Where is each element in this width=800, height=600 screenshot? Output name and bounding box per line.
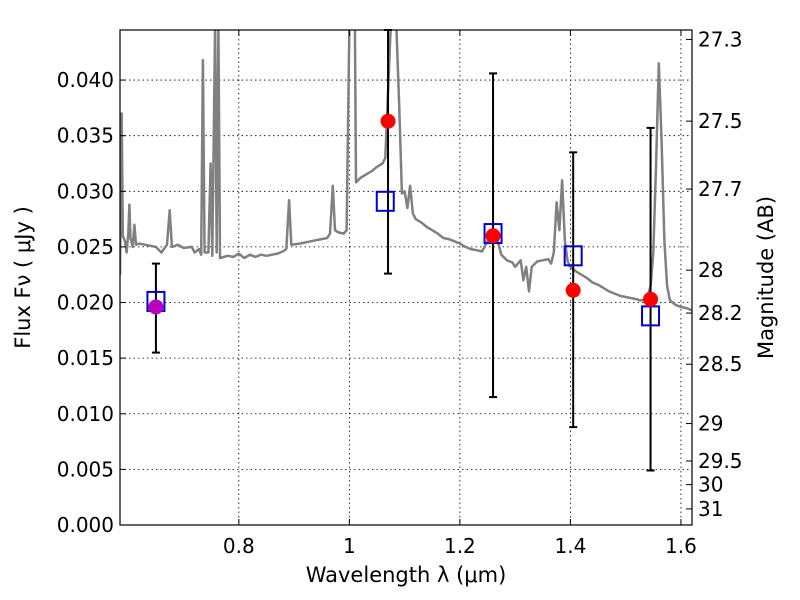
x-tick-label: 0.8 [223,534,255,558]
grid [120,30,692,526]
x-tick-label: 1.6 [665,534,697,558]
model-point [563,245,583,267]
observed-point [148,299,164,315]
mag-tick-label: 27.5 [698,109,743,133]
model-spectrum [120,30,692,312]
y-tick-label: 0.025 [57,235,114,259]
mag-tick-label: 28.2 [698,301,743,325]
mag-tick-label: 28 [698,258,723,282]
x-axis-label: Wavelength λ (μm) [306,563,507,587]
y-tick-label: 0.000 [57,513,114,537]
y-tick-label: 0.035 [57,124,114,148]
magnitude-axis-label: Magnitude (AB) [754,196,778,359]
y-tick-label: 0.040 [57,68,114,92]
plot-frame [119,29,693,526]
y-tick-label: 0.030 [57,179,114,203]
observed-point [380,113,396,129]
y-tick-label: 0.020 [57,291,114,315]
observed-point [565,282,581,298]
mag-tick-label: 31 [698,497,723,521]
x-tick-label: 1 [343,534,356,558]
observed-point [485,228,501,244]
x-tick-label: 1.4 [555,534,587,558]
y-tick-label: 0.010 [57,402,114,426]
y-tick-label: 0.005 [57,457,114,481]
mag-tick-label: 28.5 [698,352,743,376]
error-bars [151,29,655,472]
mag-tick-label: 30 [698,473,723,497]
y-tick-label: 0.015 [57,346,114,370]
observed-point [643,291,659,307]
x-tick-label: 1.2 [444,534,476,558]
model-spectrum-line [120,30,692,312]
observed-photometry [148,113,659,315]
y-axis-label: Flux Fν ( μJy ) [11,206,35,349]
axis-ticks: 0.8 1 1.2 1.4 1.6 0.000 0.005 0.010 0.015 0.020 0.… [57,27,743,558]
mag-tick-label: 29.5 [698,449,743,473]
model-photometry [146,190,661,327]
mag-tick-label: 27.7 [698,177,743,201]
mag-tick-label: 29 [698,412,723,436]
mag-tick-label: 27.3 [698,27,743,51]
model-point [375,190,395,212]
